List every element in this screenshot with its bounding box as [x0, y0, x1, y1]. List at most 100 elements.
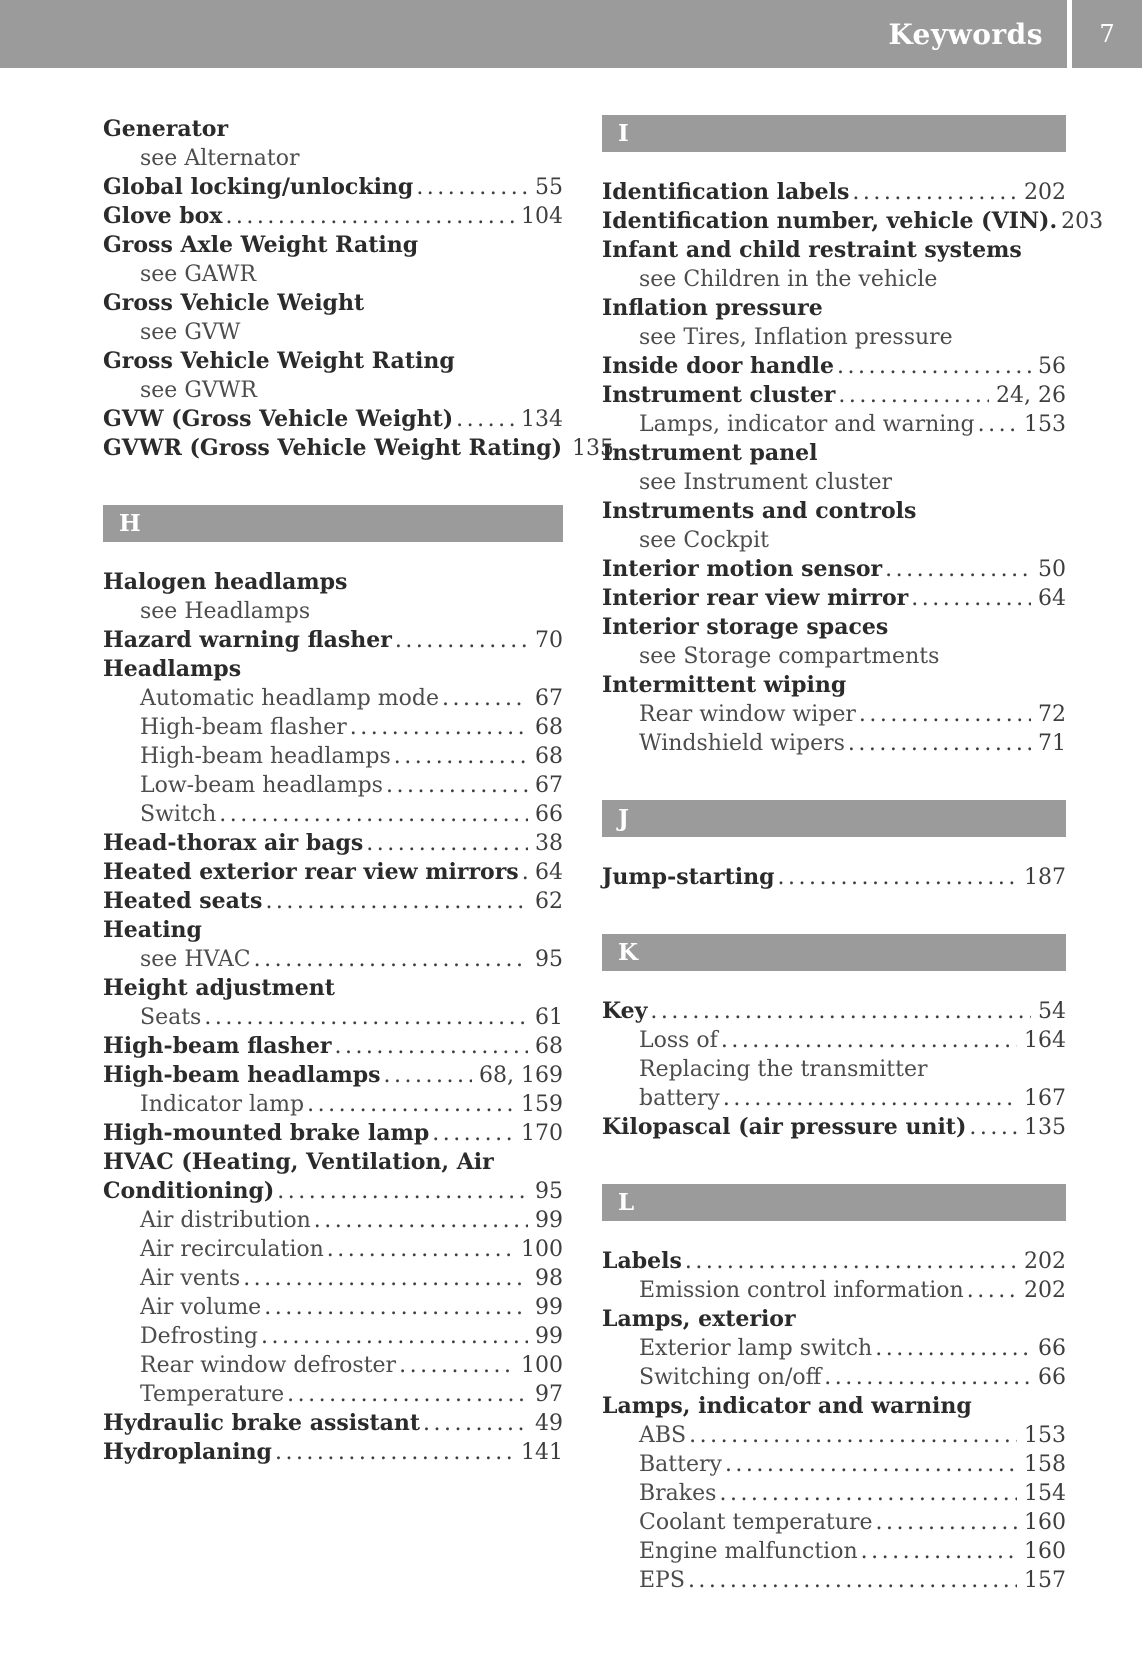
entry-page-number: 50 [1038, 557, 1066, 582]
index-column-left: Generator see Alternator Global locking/un… [103, 115, 614, 1595]
index-entry: Identification labels 202 [602, 178, 1066, 207]
dot-leader [219, 800, 528, 829]
entry-page-number: 66 [1038, 1336, 1066, 1361]
index-entry: Head-thorax air bags 38 [103, 829, 563, 858]
entry-label: Emission control information [639, 1278, 964, 1303]
index-entry: High-beam flasher 68 [103, 1032, 563, 1061]
entry-label: see GAWR [140, 262, 257, 287]
entry-page-number: 66 [535, 802, 563, 827]
index-entry: Identification number, vehicle (VIN). 203 [602, 207, 1103, 236]
entry-page-number: 64 [535, 860, 563, 885]
entry-label: Lamps, indicator and warning [602, 1393, 972, 1419]
index-entry: High-beam headlamps 68, 169 [103, 1061, 563, 1090]
entry-label: see Instrument cluster [639, 470, 893, 495]
index-entry: Seats 61 [103, 1003, 563, 1032]
index-entry: Inflation pressure [602, 294, 1066, 323]
index-entry: HVAC (Heating, Ventilation, Air [103, 1148, 563, 1177]
index-entry: Air volume 99 [103, 1293, 563, 1322]
entry-page-number: 100 [521, 1353, 563, 1378]
entry-label: High-beam flasher [140, 715, 347, 740]
entry-label: High-beam headlamps [140, 744, 391, 769]
index-entry: Glove box 104 [103, 202, 563, 231]
entry-label: see Children in the vehicle [639, 267, 938, 292]
entry-label: Gross Vehicle Weight [103, 290, 365, 316]
dot-leader [204, 1003, 528, 1032]
dot-leader [852, 178, 1017, 207]
index-entry: Instruments and controls [602, 497, 1066, 526]
entry-label: Interior rear view mirror [602, 585, 909, 611]
index-entry: Hazard warning flasher 70 [103, 626, 563, 655]
entry-label: Hydroplaning [103, 1439, 272, 1465]
entry-page-number: 135 [572, 436, 615, 461]
entry-page-number: 54 [1038, 999, 1066, 1024]
entry-label: Automatic headlamp mode [140, 686, 439, 711]
dot-leader [384, 1061, 473, 1090]
dot-leader [416, 173, 528, 202]
entry-label: Gross Axle Weight Rating [103, 232, 419, 258]
section-header-h: H [103, 505, 563, 542]
entry-label: see GVWR [140, 378, 257, 403]
entry-label: Exterior lamp switch [639, 1336, 873, 1361]
dot-leader [287, 1380, 528, 1409]
index-entry: Height adjustment [103, 974, 563, 1003]
entry-page-number: 164 [1024, 1028, 1066, 1053]
header-title-area: Keywords [0, 0, 1067, 68]
entry-page-number: 160 [1024, 1510, 1066, 1535]
index-entry: Gross Vehicle Weight [103, 289, 563, 318]
page-title: Keywords [888, 17, 1043, 51]
entry-label: Seats [140, 1005, 202, 1030]
entry-page-number: 72 [1038, 702, 1066, 727]
index-entry: Infant and child restraint systems [602, 236, 1066, 265]
index-entry: High-beam headlamps 68 [103, 742, 563, 771]
entry-page-number: 167 [1024, 1086, 1066, 1111]
index-entry: Indicator lamp 159 [103, 1090, 563, 1119]
entry-label: Air vents [140, 1266, 241, 1291]
entry-label: see Storage compartments [639, 644, 940, 669]
entry-page-number: 100 [521, 1237, 563, 1262]
entry-label: Infant and child restraint systems [602, 237, 1022, 263]
index-entry: Emission control information 202 [602, 1276, 1066, 1305]
entry-label: Instrument panel [602, 440, 818, 466]
entry-label: Low-beam headlamps [140, 773, 383, 798]
dot-leader [307, 1090, 514, 1119]
entry-label: High-mounted brake lamp [103, 1120, 430, 1146]
entry-label: Windshield wipers [639, 731, 845, 756]
entry-label: Headlamps [103, 656, 242, 682]
entry-label: Temperature [140, 1382, 285, 1407]
dot-leader [254, 945, 528, 974]
section-letter: J [618, 805, 629, 832]
index-entry: Intermittent wiping [602, 671, 1066, 700]
index-entry: Lamps, indicator and warning [602, 1392, 1066, 1421]
entry-label: Glove box [103, 203, 223, 229]
section-header-k: K [602, 934, 1066, 971]
index-entry: Air distribution 99 [103, 1206, 563, 1235]
entry-label: Loss of [639, 1028, 718, 1053]
page-header-bar: Keywords 7 [0, 0, 1142, 68]
index-entry: Loss of 164 [602, 1026, 1066, 1055]
entry-label: Hydraulic brake assistant [103, 1410, 421, 1436]
entry-page-number: 70 [535, 628, 563, 653]
section-letter: I [618, 120, 629, 147]
index-entry: Windshield wipers 71 [602, 729, 1066, 758]
index-entry: Automatic headlamp mode 67 [103, 684, 563, 713]
entry-page-number: 104 [521, 204, 563, 229]
dot-leader [265, 887, 528, 916]
entry-label: Labels [602, 1248, 682, 1274]
index-entry: Key 54 [602, 997, 1066, 1026]
entry-label: Indicator lamp [140, 1092, 305, 1117]
entry-label: ABS [639, 1423, 687, 1448]
index-entry: Defrosting 99 [103, 1322, 563, 1351]
index-entry: Interior rear view mirror 64 [602, 584, 1066, 613]
index-entry: Instrument panel [602, 439, 1066, 468]
dot-leader [456, 405, 514, 434]
index-entry: Labels 202 [602, 1247, 1066, 1276]
entry-label: Inflation pressure [602, 295, 823, 321]
dot-leader [885, 555, 1031, 584]
index-content: Generator see Alternator Global locking/un… [0, 68, 1142, 1595]
entry-label: Head-thorax air bags [103, 830, 364, 856]
entry-page-number: 68, 169 [479, 1063, 563, 1088]
dot-leader [650, 997, 1031, 1026]
dot-leader [848, 729, 1031, 758]
dot-leader [859, 700, 1031, 729]
entry-label: Rear window defroster [140, 1353, 397, 1378]
